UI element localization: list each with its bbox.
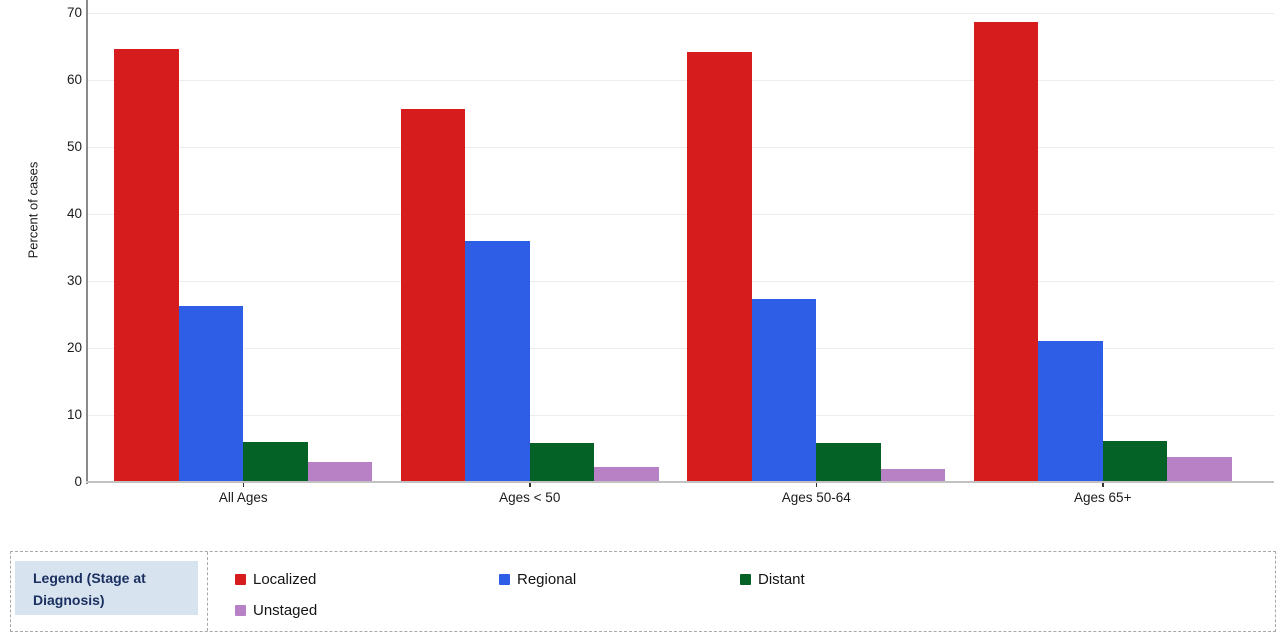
x-axis-category-label: Ages < 50 bbox=[499, 490, 561, 505]
legend-title-box: Legend (Stage at Diagnosis) bbox=[15, 561, 198, 615]
bar-localized-ages-50[interactable] bbox=[400, 109, 465, 482]
bar-localized-ages-65[interactable] bbox=[973, 21, 1038, 482]
bar-unstaged-ages-65[interactable] bbox=[1167, 457, 1232, 482]
x-axis-tick bbox=[529, 483, 531, 487]
legend-item-label: Localized bbox=[253, 570, 317, 588]
bar-regional-all-ages[interactable] bbox=[178, 306, 243, 482]
legend-swatch-distant bbox=[740, 573, 751, 585]
gridline-50 bbox=[88, 146, 1274, 148]
gridline-10 bbox=[88, 414, 1274, 416]
y-tick-label: 40 bbox=[66, 206, 82, 221]
x-axis-category-label: All Ages bbox=[218, 490, 268, 505]
gridline-40 bbox=[88, 213, 1274, 215]
y-tick-label: 50 bbox=[66, 139, 82, 154]
bar-distant-ages-65[interactable] bbox=[1102, 441, 1167, 482]
bar-regional-ages-65[interactable] bbox=[1038, 340, 1103, 482]
bar-regional-ages-50[interactable] bbox=[465, 240, 530, 482]
bar-localized-all-ages[interactable] bbox=[114, 48, 179, 482]
x-axis-category-label: Ages 65+ bbox=[1074, 490, 1132, 505]
y-tick-label: 70 bbox=[66, 5, 82, 20]
legend-swatch-localized bbox=[235, 573, 246, 585]
x-axis-line bbox=[86, 481, 1274, 483]
legend-item-label: Regional bbox=[517, 570, 577, 588]
bar-unstaged-ages-50[interactable] bbox=[594, 466, 659, 482]
x-axis-tick bbox=[1102, 483, 1104, 487]
x-axis-tick bbox=[242, 483, 244, 487]
bar-regional-ages-50-64[interactable] bbox=[751, 299, 816, 482]
bar-distant-ages-50-64[interactable] bbox=[816, 443, 881, 482]
gridline-20 bbox=[88, 347, 1274, 349]
x-axis-category-label: Ages 50-64 bbox=[781, 490, 851, 505]
y-tick-label: 60 bbox=[66, 72, 82, 87]
legend-item-label: Unstaged bbox=[253, 601, 318, 619]
legend-item-regional[interactable]: Regional bbox=[499, 568, 740, 590]
legend-item-localized[interactable]: Localized bbox=[235, 568, 499, 590]
legend-divider bbox=[207, 552, 208, 631]
legend-title-line2: Diagnosis) bbox=[33, 592, 105, 608]
y-axis-line bbox=[86, 0, 88, 484]
legend: Legend (Stage at Diagnosis) Localized Reg… bbox=[10, 551, 1276, 632]
legend-item-label: Distant bbox=[758, 570, 805, 588]
legend-swatch-regional bbox=[499, 573, 510, 585]
bar-distant-ages-50[interactable] bbox=[529, 443, 594, 482]
y-tick-label: 10 bbox=[66, 407, 82, 422]
gridline-70 bbox=[88, 12, 1274, 14]
y-tick-label: 20 bbox=[66, 340, 82, 355]
legend-item-unstaged[interactable]: Unstaged bbox=[235, 599, 499, 621]
bar-unstaged-all-ages[interactable] bbox=[307, 461, 372, 482]
bar-distant-all-ages[interactable] bbox=[243, 441, 308, 482]
legend-title-line1: Legend (Stage at bbox=[33, 570, 146, 586]
gridline-60 bbox=[88, 79, 1274, 81]
legend-item-distant[interactable]: Distant bbox=[740, 568, 805, 590]
y-tick-label: 30 bbox=[66, 273, 82, 288]
legend-swatch-unstaged bbox=[235, 604, 246, 616]
gridline-30 bbox=[88, 280, 1274, 282]
x-axis-tick bbox=[815, 483, 817, 487]
plot-area: 0 10 20 30 40 50 60 70 All Ages Ages < 50 Ages 50-… bbox=[67, 0, 1274, 505]
legend-items: Localized Regional Distant Unstaged bbox=[235, 568, 805, 621]
y-tick-label: 0 bbox=[74, 474, 82, 489]
bar-localized-ages-50-64[interactable] bbox=[687, 51, 752, 482]
bar-unstaged-ages-50-64[interactable] bbox=[880, 468, 945, 482]
